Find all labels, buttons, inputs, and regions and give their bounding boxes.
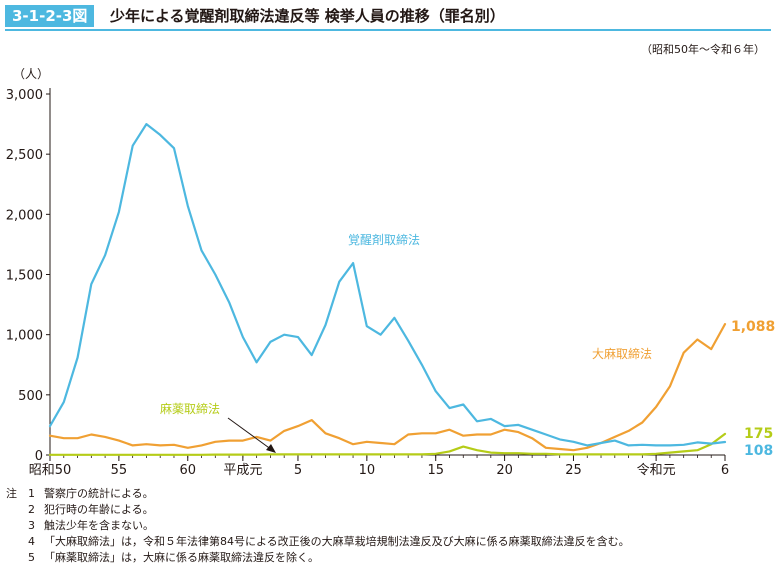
x-tick-label: 昭和50 — [29, 463, 72, 478]
narcotics-arrowhead — [266, 444, 276, 453]
stimulants-annotation: 覚醒剤取締法 — [348, 232, 420, 247]
cannabis-line — [48, 323, 727, 452]
notes-section: 注 1 警察庁の統計による。 2 犯行時の年齢による。 3 触法少年を含まない。… — [6, 486, 630, 566]
note-number: 2 — [28, 503, 35, 516]
note-item: 2 犯行時の年齢による。 — [6, 502, 630, 518]
note-number: 1 — [28, 487, 35, 500]
note-item: 4 「大麻取締法」は，令和５年法律第84号による改正後の大麻草栽培規制法違反及び… — [6, 534, 630, 550]
y-tick-label: 500 — [18, 389, 43, 404]
x-tick-label: 10 — [359, 463, 376, 478]
line-chart: （人） 0 500 1,000 1,500 2,000 2,500 3,000 昭和50 55 60… — [6, 67, 775, 478]
x-tick-label: 令和元 — [637, 463, 676, 478]
note-item: 3 触法少年を含まない。 — [6, 518, 630, 534]
note-text: 「大麻取締法」は，令和５年法律第84号による改正後の大麻草栽培規制法違反及び大麻… — [44, 535, 630, 548]
note-item: 5 「麻薬取締法」は，大麻に係る麻薬取締法違反を除く。 — [6, 550, 630, 566]
note-number: 3 — [28, 519, 35, 532]
figure-number-badge: 3-1-2-3図 — [5, 5, 95, 27]
x-tick-label: 6 — [721, 463, 729, 478]
y-tick-label: 0 — [35, 449, 43, 464]
note-prefix: 注 — [6, 487, 17, 500]
y-tick-label: 2,000 — [6, 208, 43, 223]
note-number: 5 — [28, 551, 35, 564]
figure-title: 少年による覚醒剤取締法違反等 検挙人員の推移（罪名別） — [110, 7, 505, 25]
x-tick-label: 25 — [565, 463, 582, 478]
x-tick-label: 20 — [496, 463, 513, 478]
note-text: 警察庁の統計による。 — [44, 487, 154, 500]
x-tick-label: 55 — [111, 463, 128, 478]
stimulants-line — [48, 122, 727, 447]
narcotics-end-value-label: 175 — [744, 426, 773, 442]
narcotics-annotation: 麻薬取締法 — [160, 401, 220, 416]
x-tick-label: 平成元 — [223, 463, 262, 478]
x-tick-label: 15 — [427, 463, 444, 478]
stimulants-end-value-label: 108 — [744, 443, 773, 459]
x-tick-label: 60 — [179, 463, 196, 478]
period-label: （昭和50年～令和６年） — [641, 43, 765, 56]
narcotics-pointer-arrow — [227, 417, 273, 451]
note-text: 「麻薬取締法」は，大麻に係る麻薬取締法違反を除く。 — [44, 551, 319, 564]
y-tick-label: 2,500 — [6, 148, 43, 163]
cannabis-annotation: 大麻取締法 — [592, 346, 652, 361]
note-item: 注 1 警察庁の統計による。 — [6, 486, 630, 502]
cannabis-end-value-label: 1,088 — [731, 319, 775, 335]
note-text: 犯行時の年齢による。 — [44, 503, 154, 516]
y-tick-label: 1,500 — [6, 269, 43, 284]
narcotics-line — [48, 432, 727, 456]
note-text: 触法少年を含まない。 — [44, 519, 154, 532]
figure-header: 3-1-2-3図 少年による覚醒剤取締法違反等 検挙人員の推移（罪名別） — [0, 0, 775, 31]
y-tick-label: 3,000 — [6, 88, 43, 103]
y-axis-unit-label: （人） — [13, 67, 49, 81]
x-tick-label: 5 — [294, 463, 302, 478]
note-number: 4 — [28, 535, 35, 548]
y-tick-label: 1,000 — [6, 329, 43, 344]
header-divider — [5, 29, 771, 31]
